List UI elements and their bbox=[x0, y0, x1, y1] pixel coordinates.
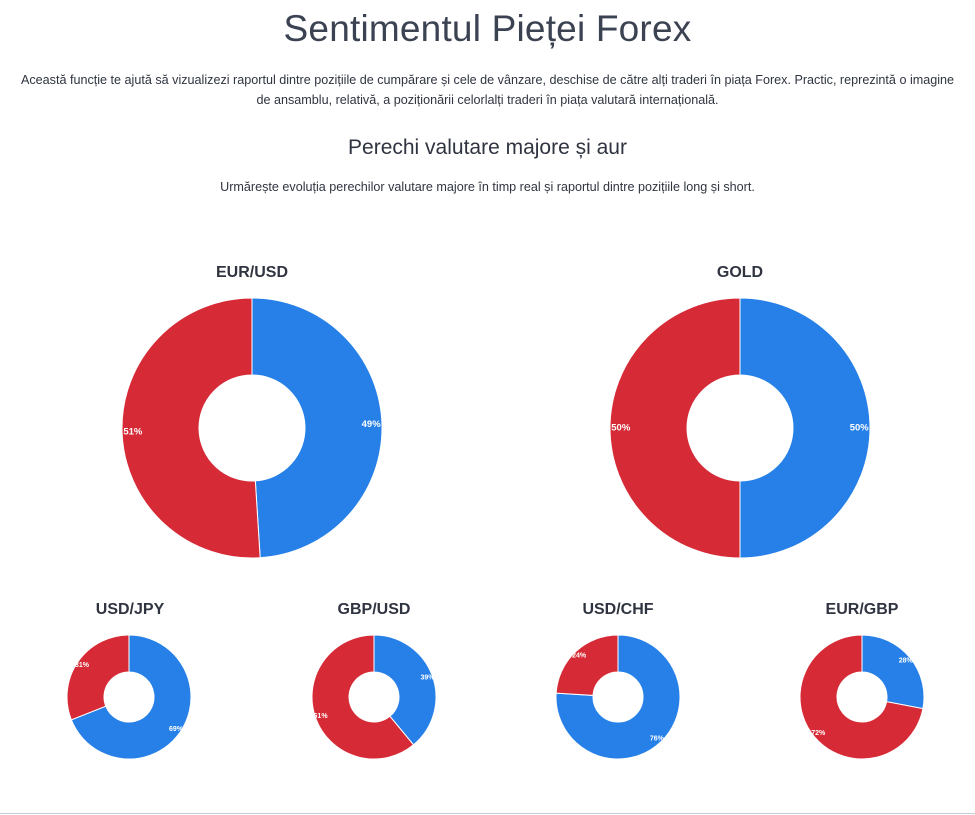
donut-slice-eur-usd-long[interactable] bbox=[251, 297, 383, 559]
donut-slice-usd-chf-long[interactable] bbox=[555, 634, 681, 760]
donut-slice-eur-gbp-short[interactable] bbox=[799, 634, 924, 760]
donut-slice-usd-chf-short[interactable] bbox=[555, 634, 619, 696]
chart-title-eur-gbp: EUR/GBP bbox=[825, 601, 899, 618]
section-title: Perechi valutare majore și aur bbox=[348, 136, 627, 159]
chart-title-eur-usd: EUR/USD bbox=[215, 264, 288, 281]
section-subtitle: Urmărește evoluția perechilor valutare m… bbox=[220, 180, 755, 194]
donut-slice-usd-jpy-long[interactable] bbox=[70, 634, 192, 760]
donut-slice-gold-long[interactable] bbox=[739, 297, 871, 559]
donut-slice-gold-short[interactable] bbox=[609, 297, 741, 559]
bottom-divider bbox=[0, 813, 975, 814]
donut-slice-usd-jpy-short[interactable] bbox=[66, 634, 130, 721]
donut-slice-gbp-usd-short[interactable] bbox=[311, 634, 415, 760]
page-title: Sentimentul Pieței Forex bbox=[283, 8, 692, 49]
donut-slice-gbp-usd-long[interactable] bbox=[373, 634, 437, 746]
donut-slice-eur-gbp-long[interactable] bbox=[861, 634, 925, 710]
chart-title-gbp-usd: GBP/USD bbox=[337, 601, 411, 618]
donut-slice-eur-usd-short[interactable] bbox=[121, 297, 261, 559]
intro-text: Această funcție te ajută să vizualizezi … bbox=[20, 73, 955, 107]
chart-title-gold: GOLD bbox=[716, 264, 764, 281]
chart-title-usd-jpy: USD/JPY bbox=[95, 601, 165, 618]
chart-title-usd-chf: USD/CHF bbox=[582, 601, 654, 618]
